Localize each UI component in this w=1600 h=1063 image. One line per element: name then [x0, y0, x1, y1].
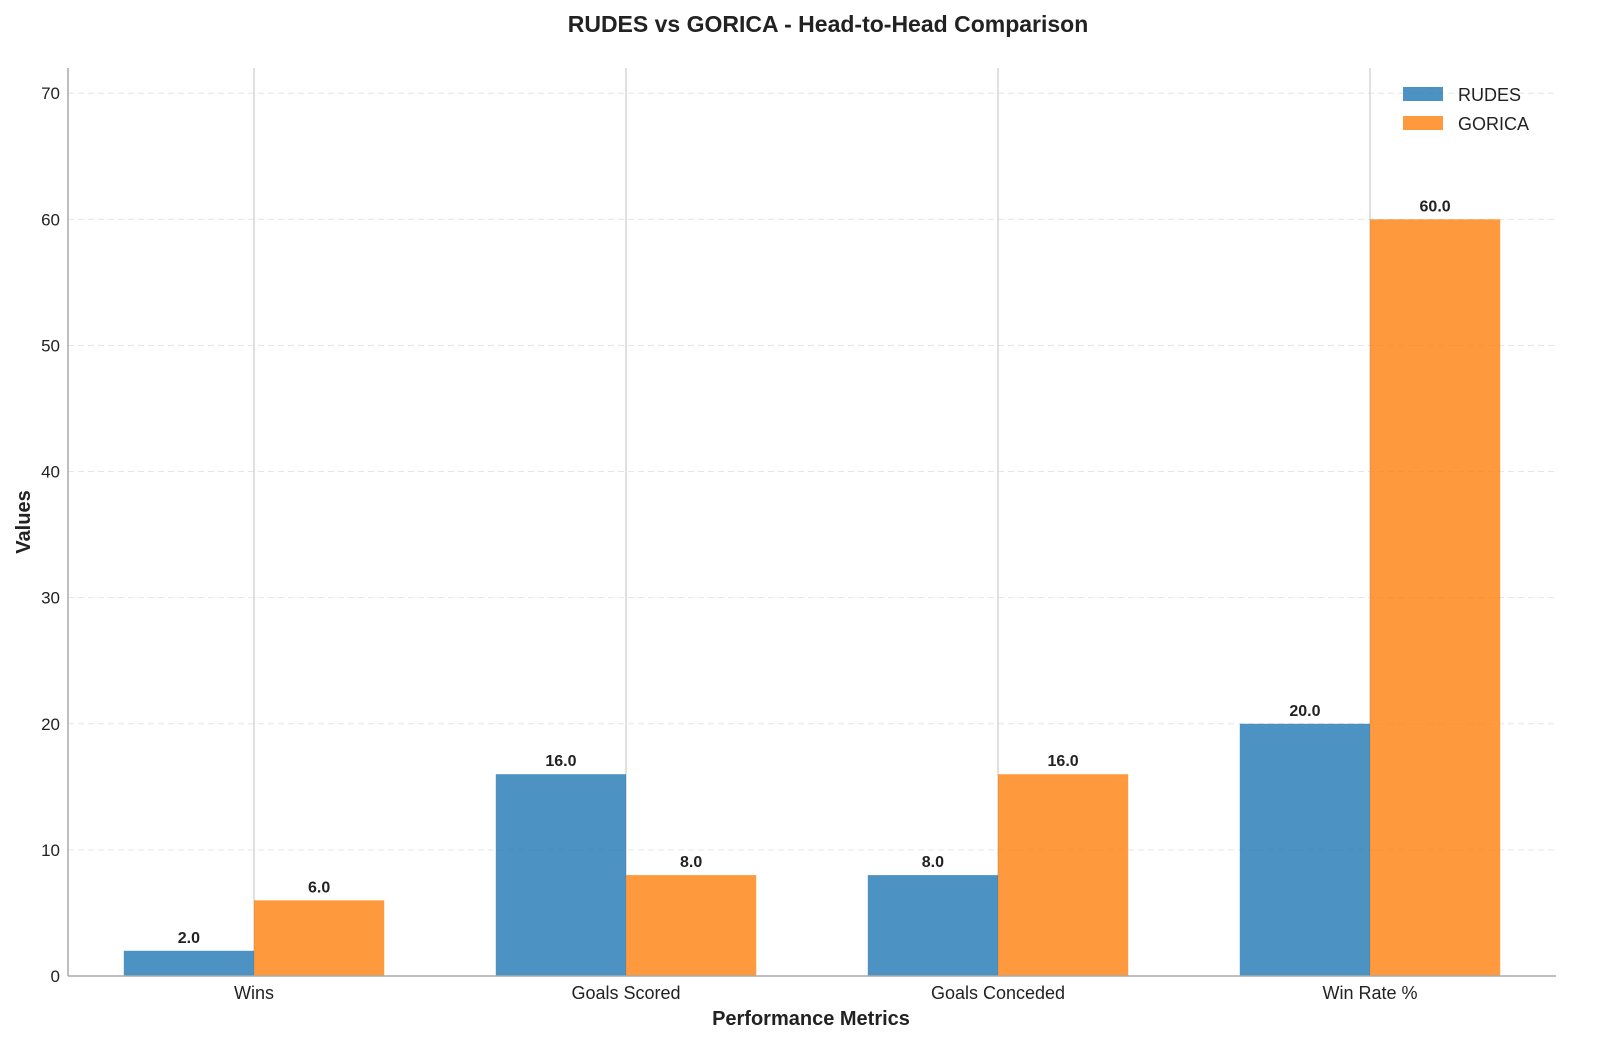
bar-gorica	[1370, 219, 1501, 977]
data-label: 6.0	[308, 879, 330, 896]
bar-gorica	[626, 875, 757, 976]
x-tick-label: Wins	[234, 983, 274, 1003]
y-axis-label: Values	[13, 490, 35, 553]
legend-label-gorica: GORICA	[1458, 114, 1529, 134]
data-label: 20.0	[1289, 703, 1320, 720]
x-tick-label: Win Rate %	[1322, 983, 1417, 1003]
bar-gorica	[254, 900, 385, 976]
x-tick-label: Goals Conceded	[931, 983, 1065, 1003]
axes	[67, 68, 1556, 977]
bar-rudes	[123, 950, 254, 976]
bars	[123, 219, 1501, 977]
bar-rudes	[867, 875, 998, 976]
x-axis-label: Performance Metrics	[712, 1008, 910, 1030]
legend: RUDES GORICA	[1403, 85, 1529, 134]
bar-rudes	[495, 774, 626, 976]
data-label: 60.0	[1420, 198, 1451, 215]
y-tick-label: 40	[41, 463, 60, 482]
chart-title: RUDES vs GORICA - Head-to-Head Compariso…	[568, 11, 1089, 37]
data-label: 2.0	[178, 930, 200, 947]
data-label: 16.0	[545, 753, 576, 770]
legend-swatch-gorica	[1403, 116, 1443, 130]
data-label: 8.0	[922, 854, 944, 871]
y-tick-label: 30	[41, 589, 60, 608]
y-tick-label: 60	[41, 210, 60, 229]
tick-labels: 0 10 20 30 40 50 60 70 Wins Goals Scored Goals Con…	[41, 84, 1417, 1003]
legend-label-rudes: RUDES	[1458, 85, 1521, 105]
y-tick-label: 10	[41, 841, 60, 860]
bar-gorica	[998, 774, 1129, 976]
value-labels: 2.0 16.0 8.0 20.0 6.0 8.0 16.0 60.0	[178, 198, 1451, 946]
y-tick-label: 50	[41, 336, 60, 355]
data-label: 16.0	[1048, 753, 1079, 770]
x-tick-label: Goals Scored	[571, 983, 680, 1003]
y-tick-label: 0	[51, 967, 60, 986]
y-tick-label: 70	[41, 84, 60, 103]
bar-rudes	[1239, 723, 1370, 976]
data-label: 8.0	[680, 854, 702, 871]
legend-swatch-rudes	[1403, 87, 1443, 101]
y-tick-label: 20	[41, 715, 60, 734]
